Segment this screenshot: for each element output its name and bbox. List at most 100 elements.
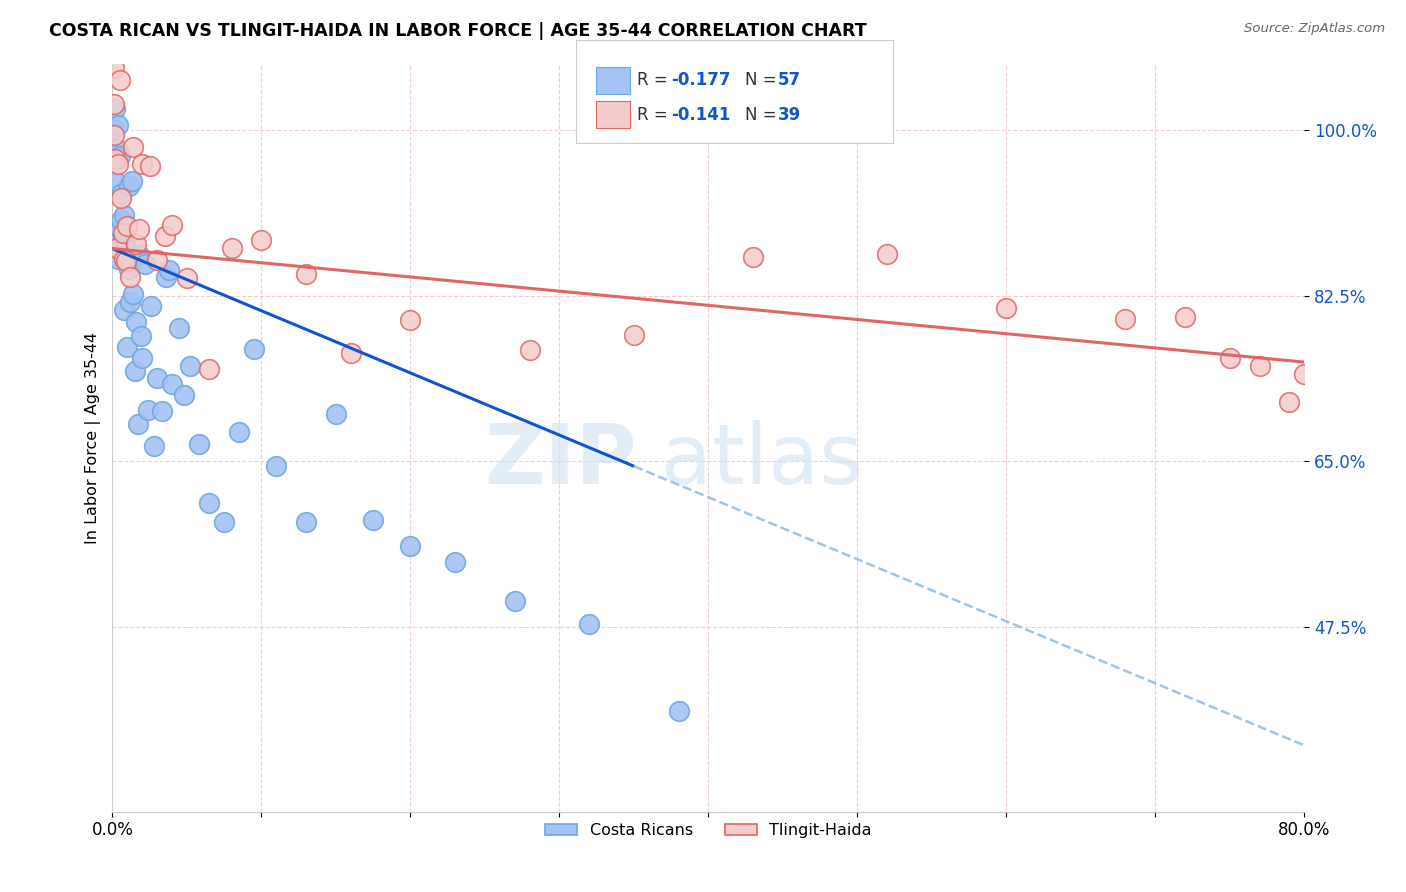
Point [129, 329, 152, 343]
Point [153, 229, 176, 244]
Point [187, 437, 209, 451]
Text: R =: R = [637, 71, 673, 89]
Text: -0.141: -0.141 [671, 106, 730, 124]
Point [108, 149, 131, 163]
Point [114, 242, 136, 256]
Point [131, 157, 153, 171]
Point [107, 118, 129, 132]
Point [668, 704, 690, 718]
Point [111, 235, 134, 250]
Point [1174, 310, 1197, 325]
Point [146, 252, 169, 267]
Point [112, 252, 135, 266]
Text: atlas: atlas [661, 420, 862, 500]
Point [121, 174, 143, 188]
Text: COSTA RICAN VS TLINGIT-HAIDA IN LABOR FORCE | AGE 35-44 CORRELATION CHART: COSTA RICAN VS TLINGIT-HAIDA IN LABOR FO… [49, 22, 868, 40]
Point [136, 403, 159, 417]
Point [110, 212, 132, 227]
Point [1278, 395, 1301, 409]
Point [160, 218, 183, 232]
Point [117, 340, 139, 354]
Point [143, 439, 166, 453]
Point [112, 303, 135, 318]
Text: 57: 57 [778, 71, 800, 89]
Point [120, 294, 142, 309]
Point [295, 267, 318, 281]
Point [114, 253, 136, 268]
Point [519, 343, 541, 358]
Point [361, 513, 384, 527]
Point [125, 315, 148, 329]
Point [250, 233, 273, 247]
Point [169, 321, 191, 335]
Point [108, 222, 131, 236]
Y-axis label: In Labor Force | Age 35-44: In Labor Force | Age 35-44 [86, 332, 101, 544]
Point [578, 617, 600, 632]
Point [146, 370, 169, 384]
Point [138, 159, 160, 173]
Point [212, 515, 235, 529]
Point [117, 219, 139, 234]
Point [111, 231, 134, 245]
Point [325, 407, 347, 421]
Point [221, 241, 243, 255]
Point [134, 257, 156, 271]
Point [1114, 312, 1136, 326]
Point [114, 240, 136, 254]
Point [243, 342, 266, 356]
Text: N =: N = [745, 106, 782, 124]
Point [876, 247, 898, 261]
Point [139, 299, 162, 313]
Point [103, 121, 125, 136]
Point [105, 241, 128, 255]
Point [103, 128, 125, 143]
Point [104, 152, 127, 166]
Point [111, 227, 134, 241]
Point [623, 328, 645, 343]
Point [1249, 359, 1271, 373]
Point [112, 208, 135, 222]
Point [108, 72, 131, 87]
Point [444, 555, 467, 569]
Point [104, 102, 127, 116]
Point [1219, 351, 1241, 365]
Point [110, 186, 132, 201]
Point [160, 376, 183, 391]
Point [176, 270, 198, 285]
Point [104, 174, 127, 188]
Point [150, 403, 173, 417]
Point [103, 35, 125, 49]
Point [339, 346, 361, 360]
Point [103, 147, 125, 161]
Point [198, 496, 221, 510]
Point [107, 252, 129, 267]
Point [228, 425, 250, 439]
Text: R =: R = [637, 106, 673, 124]
Point [122, 286, 145, 301]
Point [131, 351, 153, 366]
Point [103, 61, 125, 75]
Point [266, 459, 288, 474]
Point [1294, 368, 1316, 382]
Point [399, 313, 422, 327]
Text: 39: 39 [778, 106, 801, 124]
Point [103, 97, 125, 112]
Text: ZIP: ZIP [484, 420, 637, 500]
Point [155, 269, 177, 284]
Point [105, 152, 128, 166]
Point [179, 359, 201, 373]
Point [399, 539, 422, 553]
Point [118, 261, 141, 276]
Point [105, 142, 128, 156]
Point [295, 515, 318, 529]
Point [742, 250, 765, 264]
Point [198, 362, 221, 376]
Point [128, 221, 150, 235]
Point [125, 237, 148, 252]
Text: Source: ZipAtlas.com: Source: ZipAtlas.com [1244, 22, 1385, 36]
Legend: Costa Ricans, Tlingit-Haida: Costa Ricans, Tlingit-Haida [538, 817, 879, 845]
Point [128, 248, 150, 262]
Point [157, 263, 180, 277]
Point [107, 157, 129, 171]
Text: -0.177: -0.177 [671, 71, 730, 89]
